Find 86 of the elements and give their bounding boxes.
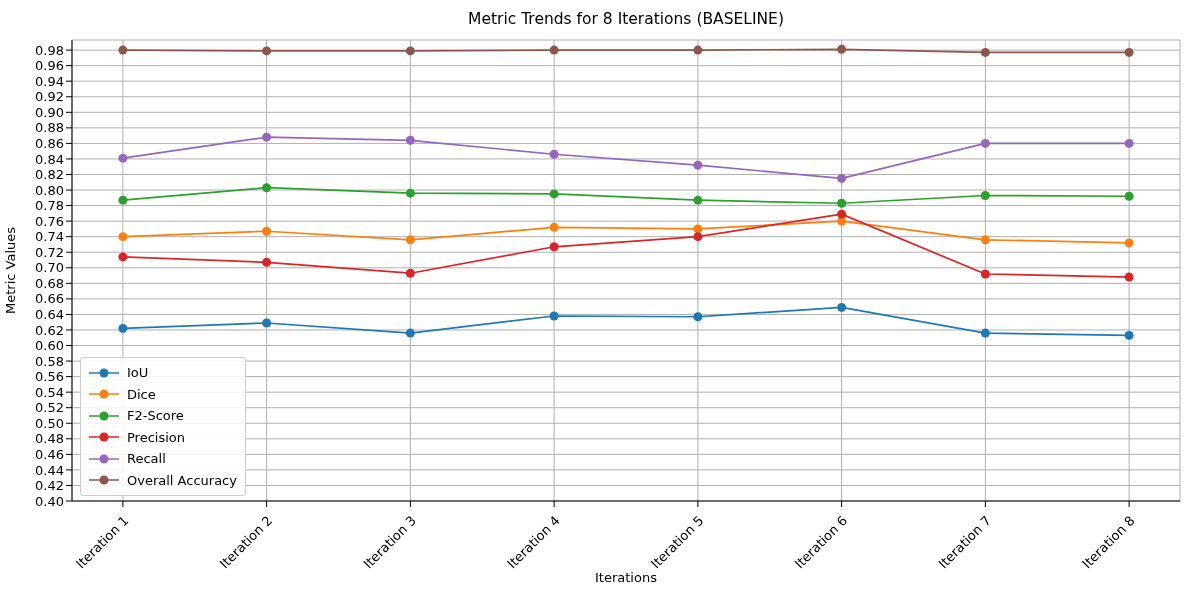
y-tick-label: 0.80 xyxy=(35,182,64,198)
y-tick-label: 0.64 xyxy=(35,307,64,323)
y-tick-label: 0.42 xyxy=(35,478,64,494)
point xyxy=(405,328,415,338)
y-tick-label: 0.74 xyxy=(35,229,64,245)
y-tick-label: 0.90 xyxy=(35,104,64,120)
y-tick-label: 0.50 xyxy=(35,415,64,431)
point xyxy=(262,46,272,56)
point xyxy=(405,235,415,245)
point xyxy=(980,328,990,338)
y-tick-label: 0.56 xyxy=(35,369,64,385)
y-tick-label: 0.40 xyxy=(35,493,64,509)
point xyxy=(262,183,272,193)
point xyxy=(980,138,990,148)
point xyxy=(693,195,703,205)
y-tick-label: 0.76 xyxy=(35,213,64,229)
y-tick-label: 0.88 xyxy=(35,120,64,136)
point xyxy=(262,226,272,236)
point xyxy=(693,232,703,242)
y-tick-label: 0.58 xyxy=(35,353,64,369)
point xyxy=(262,257,272,267)
point xyxy=(549,149,559,159)
point xyxy=(118,45,128,55)
point xyxy=(980,190,990,200)
point xyxy=(693,224,703,234)
y-tick-label: 0.62 xyxy=(35,322,64,338)
point xyxy=(837,44,847,54)
point xyxy=(1124,238,1134,248)
point xyxy=(837,209,847,219)
y-tick-label: 0.72 xyxy=(35,244,64,260)
y-tick-label: 0.86 xyxy=(35,136,64,152)
y-tick-label: 0.98 xyxy=(35,42,64,58)
legend-label: Precision xyxy=(127,429,186,445)
point xyxy=(980,235,990,245)
legend-label: Overall Accuracy xyxy=(127,472,237,488)
y-tick-label: 0.54 xyxy=(35,384,64,400)
point xyxy=(405,46,415,56)
y-tick-label: 0.96 xyxy=(35,58,64,74)
point xyxy=(405,188,415,198)
point xyxy=(262,318,272,328)
point xyxy=(549,222,559,232)
chart-title: Metric Trends for 8 Iterations (BASELINE) xyxy=(467,10,785,28)
point xyxy=(118,252,128,262)
y-tick-label: 0.92 xyxy=(35,89,64,105)
y-tick-label: 0.46 xyxy=(35,446,64,462)
point xyxy=(980,269,990,279)
point xyxy=(549,242,559,252)
y-tick-label: 0.68 xyxy=(35,275,64,291)
point xyxy=(1124,47,1134,57)
x-axis-title: Iterations xyxy=(595,570,658,585)
y-tick-label: 0.84 xyxy=(35,151,64,167)
point xyxy=(1124,191,1134,201)
y-tick-label: 0.48 xyxy=(35,431,64,447)
point xyxy=(1124,138,1134,148)
legend-label: Recall xyxy=(127,451,166,467)
y-tick-label: 0.78 xyxy=(35,198,64,214)
y-tick-label: 0.82 xyxy=(35,167,64,183)
point xyxy=(549,189,559,199)
point xyxy=(1124,330,1134,340)
point xyxy=(693,45,703,55)
y-tick-label: 0.70 xyxy=(35,260,64,276)
legend-label: F2-Score xyxy=(127,408,184,424)
point xyxy=(549,311,559,321)
point xyxy=(549,45,559,55)
point xyxy=(118,153,128,163)
point xyxy=(118,232,128,242)
legend-label: IoU xyxy=(127,365,149,381)
point xyxy=(693,160,703,170)
point xyxy=(837,302,847,312)
y-tick-label: 0.44 xyxy=(35,462,64,478)
point xyxy=(1124,272,1134,282)
y-tick-label: 0.94 xyxy=(35,73,64,89)
point xyxy=(262,132,272,142)
point xyxy=(118,195,128,205)
point xyxy=(405,135,415,145)
point xyxy=(837,173,847,183)
y-tick-label: 0.52 xyxy=(35,400,64,416)
y-tick-label: 0.66 xyxy=(35,291,64,307)
point xyxy=(118,323,128,333)
legend-label: Dice xyxy=(127,386,156,402)
point xyxy=(837,198,847,208)
point xyxy=(980,47,990,57)
y-tick-label: 0.60 xyxy=(35,338,64,354)
y-axis-title: Metric Values xyxy=(2,226,18,315)
point xyxy=(405,268,415,278)
point xyxy=(693,312,703,322)
